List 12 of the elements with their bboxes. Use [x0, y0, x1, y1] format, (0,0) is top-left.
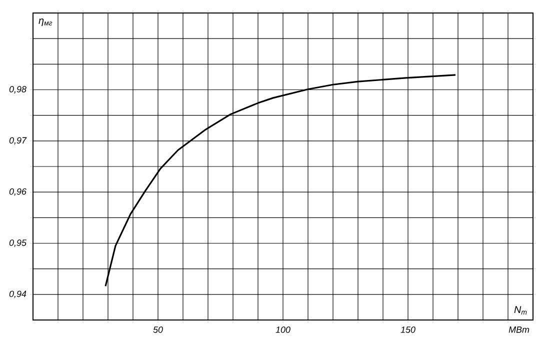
x-tick-label: 50	[153, 326, 163, 333]
y-tick-label: 0,95	[9, 240, 27, 247]
x-tick-label: 150	[400, 326, 416, 333]
x-axis-title: N$_{т}$	[514, 306, 527, 314]
text: МВт	[508, 326, 530, 333]
y-tick-label: 0,97	[9, 137, 27, 145]
y-tick-label: 0,94	[9, 290, 26, 298]
y-axis-title: η$_{мг}$	[38, 18, 52, 26]
y-tick-label: 0,98	[9, 86, 26, 94]
y-tick-label: 0,96	[9, 188, 26, 196]
x-tick-label: 100	[276, 326, 290, 333]
line-series	[104, 74, 456, 288]
